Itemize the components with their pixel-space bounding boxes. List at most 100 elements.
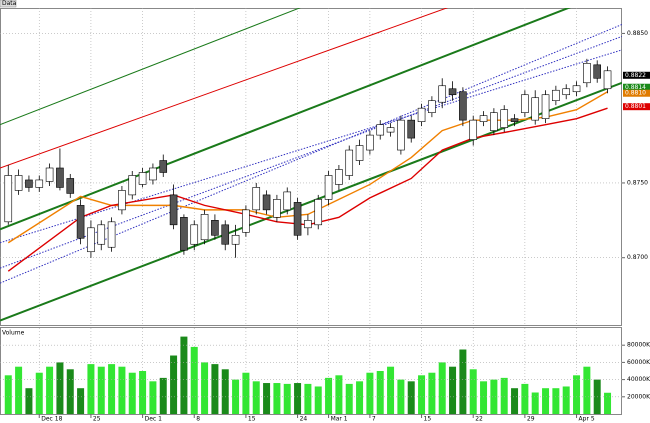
- candle-body: [469, 119, 478, 140]
- volume-bar: [407, 381, 415, 414]
- candle-body: [448, 88, 457, 96]
- x-tick-label: 15: [248, 416, 256, 423]
- moving-average: [7, 91, 608, 244]
- candle-body: [14, 175, 23, 191]
- volume-bar: [242, 372, 250, 414]
- candle-body: [107, 221, 116, 248]
- candle-body: [438, 85, 447, 103]
- trend-line: [0, 8, 572, 231]
- price-plot: [0, 8, 622, 325]
- candle-body: [593, 64, 602, 79]
- volume-bar: [221, 369, 229, 414]
- candle-body: [407, 119, 416, 139]
- price-tag-label: 0.8822: [625, 72, 646, 79]
- candle-body: [386, 127, 395, 133]
- candle-body: [572, 85, 581, 93]
- volume-bar: [56, 362, 64, 414]
- x-tick-label: Dec 18: [41, 416, 62, 423]
- volume-bar: [15, 366, 23, 414]
- volume-bar: [387, 366, 395, 414]
- volume-bar: [366, 372, 374, 414]
- volume-bar: [180, 336, 188, 414]
- candle-body: [397, 119, 405, 151]
- candle-body: [304, 220, 312, 229]
- volume-bar: [449, 366, 457, 414]
- candle-body: [335, 169, 343, 185]
- volume-bar: [273, 383, 281, 414]
- volume-bar: [438, 362, 446, 414]
- trend-line: [0, 8, 301, 126]
- y-tick-label: 60000K: [627, 359, 650, 366]
- candle-body: [541, 94, 550, 119]
- candle-body: [479, 115, 488, 122]
- candle-body: [355, 145, 364, 161]
- x-tick-label: 25: [93, 416, 101, 423]
- volume-bar: [583, 366, 591, 414]
- volume-bar: [139, 371, 147, 414]
- volume-bar: [573, 375, 581, 414]
- title-box: [0, 0, 17, 8]
- candle-body: [128, 175, 137, 196]
- volume-bar: [459, 349, 467, 414]
- candle-body: [149, 167, 157, 181]
- volume-bar: [480, 381, 488, 414]
- candle-body: [87, 227, 95, 253]
- candle-body: [221, 224, 230, 245]
- price-tag-label: 0.8810: [625, 90, 646, 97]
- volume-bar: [190, 346, 198, 414]
- candle-body: [490, 112, 498, 131]
- candle-body: [376, 124, 385, 136]
- candle-body: [273, 199, 281, 218]
- volume-bar: [604, 392, 612, 414]
- candle-body: [583, 63, 591, 84]
- candle-body: [500, 109, 509, 128]
- x-tick-label: 24: [300, 416, 308, 423]
- volume-bar: [108, 364, 116, 414]
- x-tick-label: Apr 5: [579, 416, 595, 423]
- volume-bar: [325, 377, 333, 414]
- candle-body: [314, 199, 323, 226]
- volume-bar: [511, 388, 519, 414]
- moving-average: [7, 107, 608, 272]
- chart-title: Data: [2, 0, 17, 7]
- y-tick-label: 0.8750: [627, 179, 648, 186]
- candle-body: [428, 100, 436, 113]
- price-tag: [623, 89, 650, 97]
- price-tag: [623, 71, 650, 79]
- volume-bar: [4, 375, 12, 414]
- volume-bar: [118, 366, 126, 414]
- volume-bar: [304, 383, 312, 414]
- candle-body: [552, 89, 560, 102]
- candle-body: [459, 91, 467, 121]
- volume-bar: [283, 383, 291, 414]
- price-tag: [623, 83, 650, 91]
- volume-bar: [294, 383, 302, 414]
- volume-bar: [159, 377, 167, 414]
- candle-body: [76, 205, 85, 239]
- volume-bar: [356, 381, 364, 414]
- candle-body: [283, 191, 292, 211]
- volume-bar: [335, 375, 343, 414]
- volume-bar: [428, 372, 436, 414]
- candle-body: [531, 97, 540, 121]
- candle-body: [231, 234, 240, 245]
- volume-bar: [397, 379, 405, 414]
- candle-body: [25, 179, 33, 188]
- candle-body: [35, 179, 44, 188]
- candle-body: [262, 194, 271, 211]
- candle-body: [242, 209, 250, 233]
- x-tick-label: 29: [527, 416, 535, 423]
- volume-bar: [469, 369, 477, 414]
- volume-bar: [490, 379, 498, 414]
- volume-bar: [542, 388, 550, 414]
- volume-bar: [232, 379, 240, 414]
- candle-body: [293, 202, 302, 236]
- x-tick-label: 15: [424, 416, 432, 423]
- volume-bar: [97, 366, 105, 414]
- y-tick-label: 80000K: [627, 342, 650, 349]
- volume-bar: [87, 364, 95, 414]
- volume-bar: [562, 386, 570, 414]
